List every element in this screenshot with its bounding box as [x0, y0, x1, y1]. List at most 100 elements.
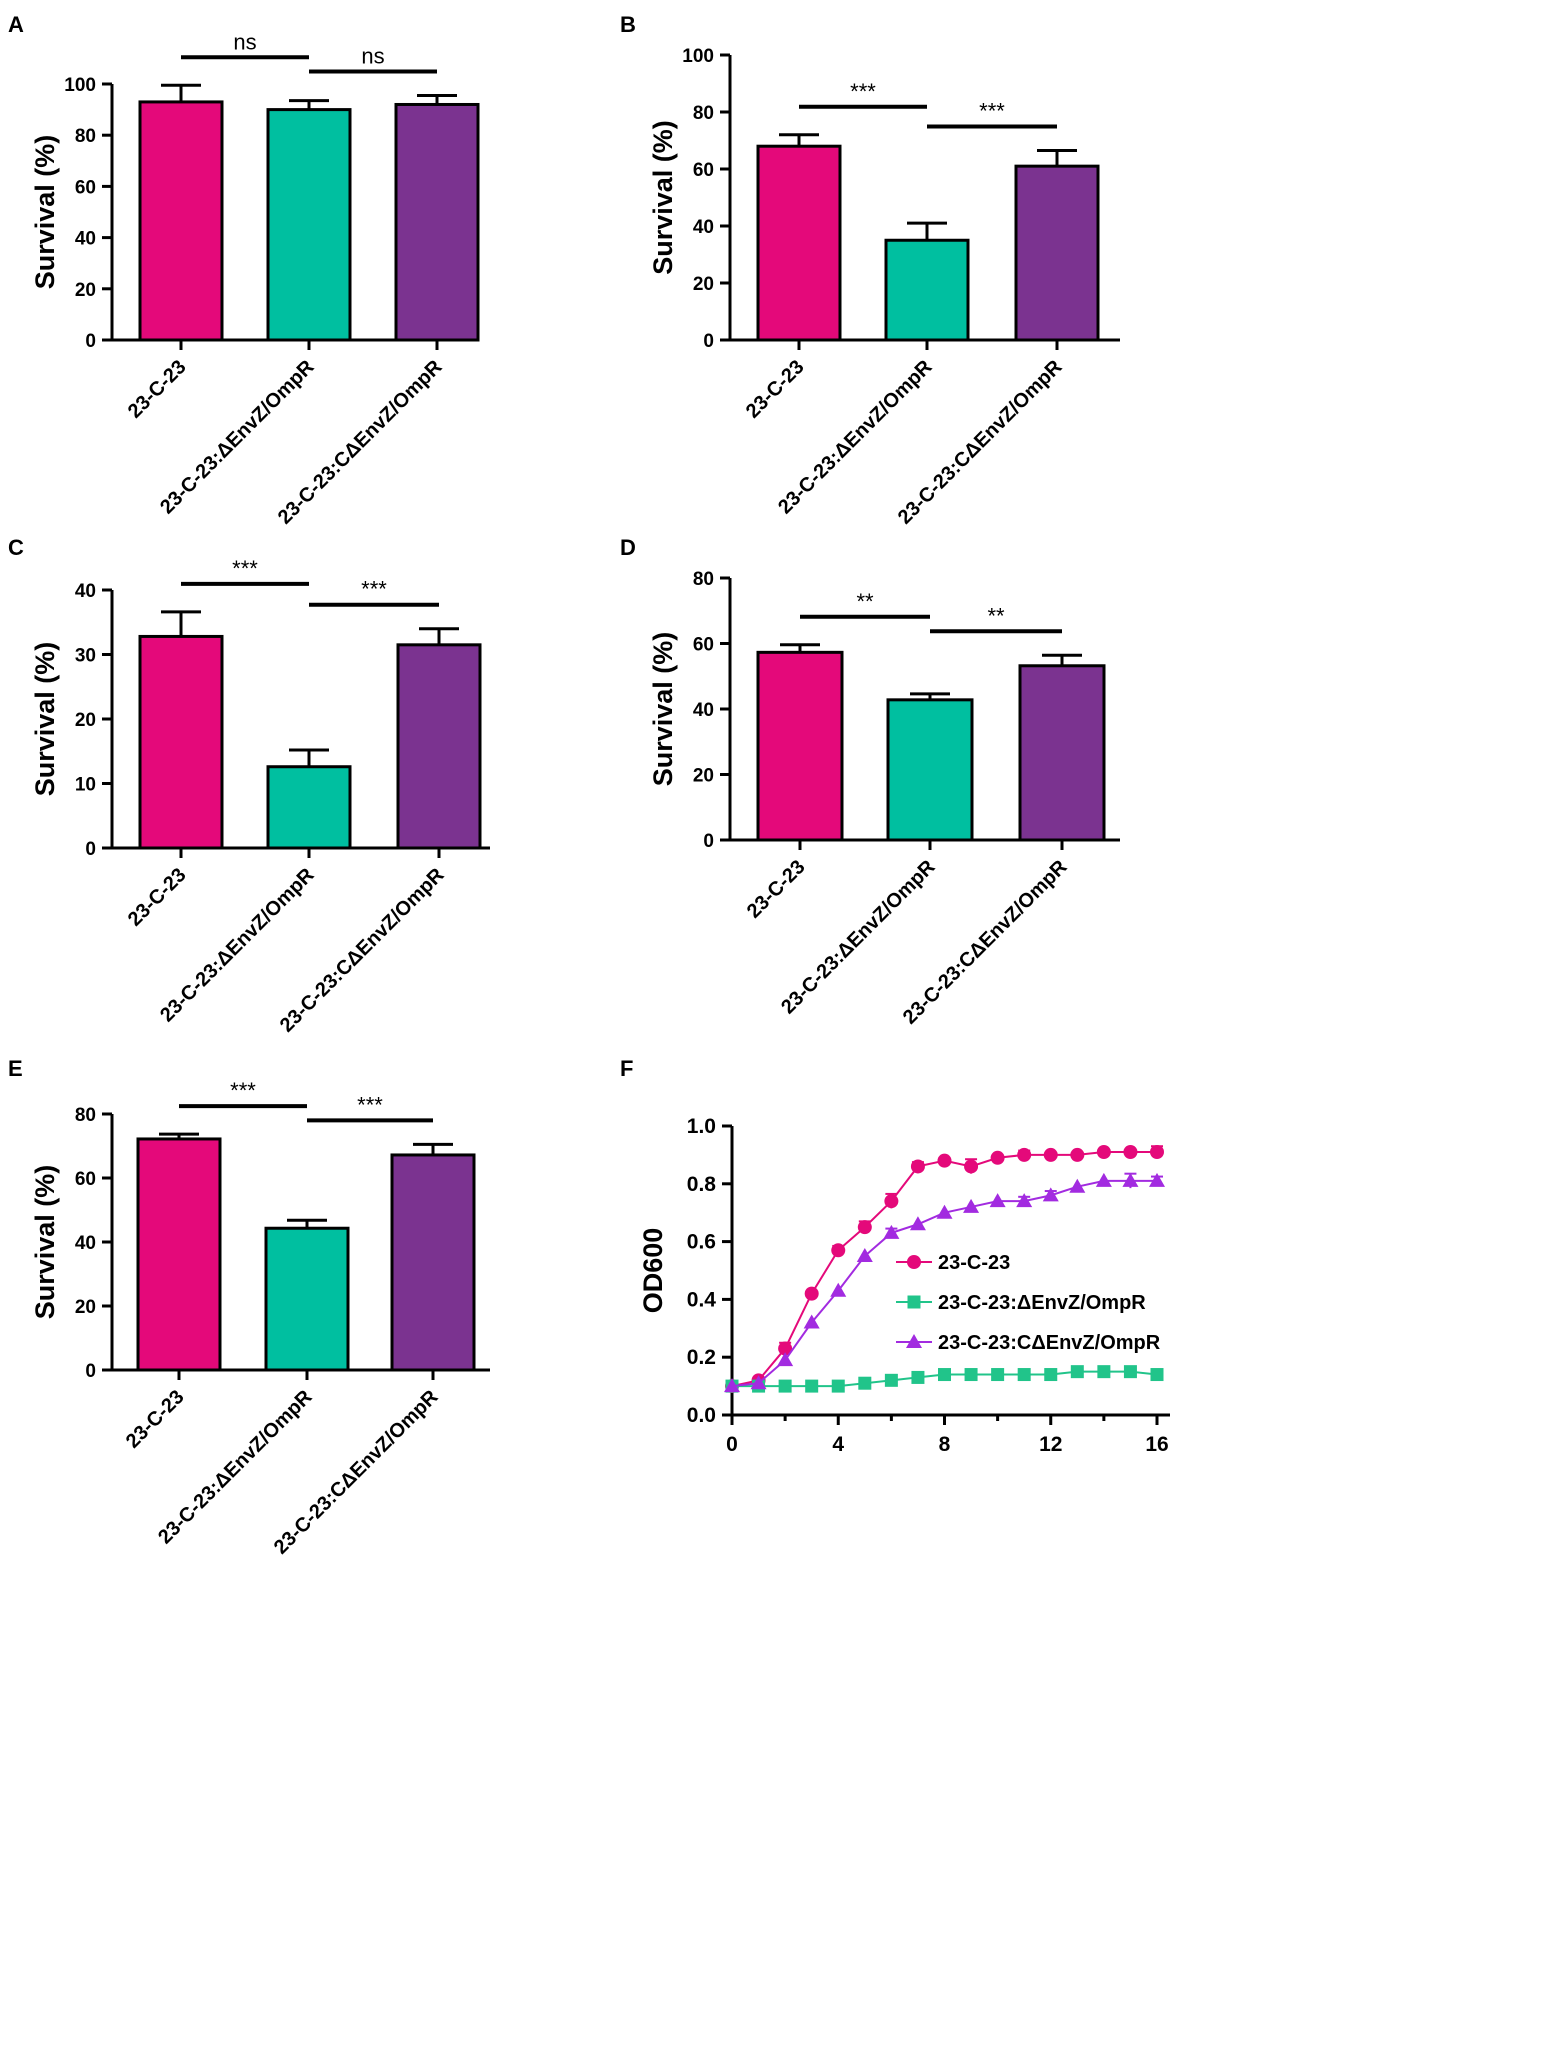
x-tick-label: 12: [1039, 1433, 1062, 1456]
legend: 23-C-23 23-C-23:ΔEnvZ/OmpR 23-C-23:CΔEnvZ/…: [896, 1252, 1161, 1354]
x-tick-label: 4: [832, 1433, 844, 1456]
data-point: [883, 1224, 900, 1239]
x-tick-label: 23-C-23:ΔEnvZ/OmpR: [777, 856, 940, 1019]
data-point: [938, 1368, 951, 1382]
square-marker-icon: [907, 1295, 921, 1309]
data-point: [936, 1204, 953, 1219]
data-point: [884, 1373, 898, 1387]
significance-label: ***: [232, 556, 258, 581]
data-point: [964, 1159, 979, 1174]
panel-label: D: [620, 535, 636, 560]
panel-label: A: [8, 12, 24, 37]
y-tick-label: 20: [75, 1297, 96, 1318]
y-tick-label: 0: [85, 1361, 96, 1382]
bar-1: [756, 144, 842, 342]
x-tick-label: 23-C-23: [124, 356, 191, 423]
y-tick-label: 40: [75, 581, 96, 602]
data-point: [990, 1150, 1005, 1165]
y-tick-label: 40: [75, 1233, 96, 1254]
data-point: [858, 1376, 872, 1390]
y-tick-label: 0: [703, 831, 714, 852]
data-point: [1150, 1145, 1164, 1160]
bar-2: [886, 698, 974, 842]
y-tick-label: 80: [693, 103, 714, 124]
bar-1: [136, 1137, 222, 1372]
series-2: [725, 1365, 1164, 1393]
legend-label: 23-C-23:ΔEnvZ/OmpR: [938, 1292, 1146, 1314]
data-point: [856, 1248, 873, 1263]
y-tick-label: 80: [693, 569, 714, 590]
panel-label: F: [620, 1056, 633, 1081]
y-tick-label: 60: [75, 177, 96, 198]
data-point: [1095, 1172, 1112, 1187]
y-tick-label: 20: [693, 274, 714, 295]
significance-label: ns: [233, 29, 256, 54]
data-point: [910, 1159, 925, 1174]
data-point: [991, 1368, 1005, 1382]
data-point: [831, 1379, 845, 1393]
bar-2: [884, 238, 970, 342]
y-axis-label: Survival (%): [30, 1165, 60, 1320]
data-point: [778, 1379, 792, 1393]
y-tick-label: 60: [75, 1169, 96, 1190]
y-axis-label: Survival (%): [648, 632, 678, 787]
y-tick-label: 20: [75, 280, 96, 301]
y-tick-label: 20: [693, 766, 714, 787]
y-tick-label: 60: [693, 635, 714, 656]
bar-2: [266, 765, 352, 850]
data-point: [1097, 1365, 1111, 1379]
y-axis-label: OD600: [638, 1228, 668, 1314]
y-tick-label: 100: [64, 75, 96, 96]
data-point: [1123, 1145, 1138, 1160]
y-tick-label: 80: [75, 1105, 96, 1126]
x-tick-label: 23-C-23: [122, 1386, 189, 1453]
y-tick-label: 40: [693, 700, 714, 721]
bar-2: [266, 108, 352, 342]
y-tick-label: 0.6: [687, 1231, 716, 1254]
y-tick-label: 80: [75, 126, 96, 147]
bar-3: [396, 643, 482, 850]
data-point: [857, 1220, 872, 1235]
data-point: [1017, 1147, 1032, 1162]
data-point: [1070, 1365, 1084, 1379]
panel-D: D 0 20 40 60 80 Survival (%) 23-C-2323-C-23:ΔEn…: [620, 535, 1120, 1029]
y-tick-label: 100: [682, 46, 714, 67]
x-tick-label: 23-C-23: [124, 864, 191, 931]
y-tick-label: 0.2: [687, 1346, 716, 1369]
data-point: [1123, 1365, 1137, 1379]
legend-item: 23-C-23: [896, 1252, 1010, 1274]
y-axis-label: Survival (%): [648, 120, 678, 275]
data-point: [724, 1378, 740, 1393]
bar-3: [1014, 164, 1100, 342]
y-tick-label: 20: [75, 710, 96, 731]
x-tick-label: 8: [939, 1433, 951, 1456]
data-point: [911, 1370, 925, 1384]
y-tick-label: 0: [85, 839, 96, 860]
bar-1: [138, 634, 224, 850]
significance-label: ns: [361, 44, 384, 69]
y-tick-label: 60: [693, 160, 714, 181]
data-point: [1042, 1187, 1059, 1202]
y-axis-label: Survival (%): [30, 135, 60, 290]
data-point: [830, 1282, 847, 1297]
significance-label: **: [987, 603, 1005, 628]
data-point: [909, 1216, 926, 1231]
y-tick-label: 0.8: [687, 1173, 717, 1196]
data-point: [1044, 1368, 1058, 1382]
x-tick-label: 0: [726, 1433, 738, 1456]
data-point: [804, 1286, 819, 1301]
data-point: [989, 1193, 1006, 1208]
data-point: [1017, 1368, 1031, 1382]
bar-1: [756, 650, 844, 842]
y-tick-label: 40: [75, 229, 96, 250]
data-point: [1070, 1147, 1085, 1162]
data-point: [1096, 1145, 1111, 1160]
y-tick-label: 30: [75, 646, 96, 667]
data-point: [831, 1243, 846, 1258]
series-3: [724, 1172, 1165, 1393]
legend-item: 23-C-23:ΔEnvZ/OmpR: [896, 1292, 1146, 1314]
y-tick-label: 40: [693, 217, 714, 238]
